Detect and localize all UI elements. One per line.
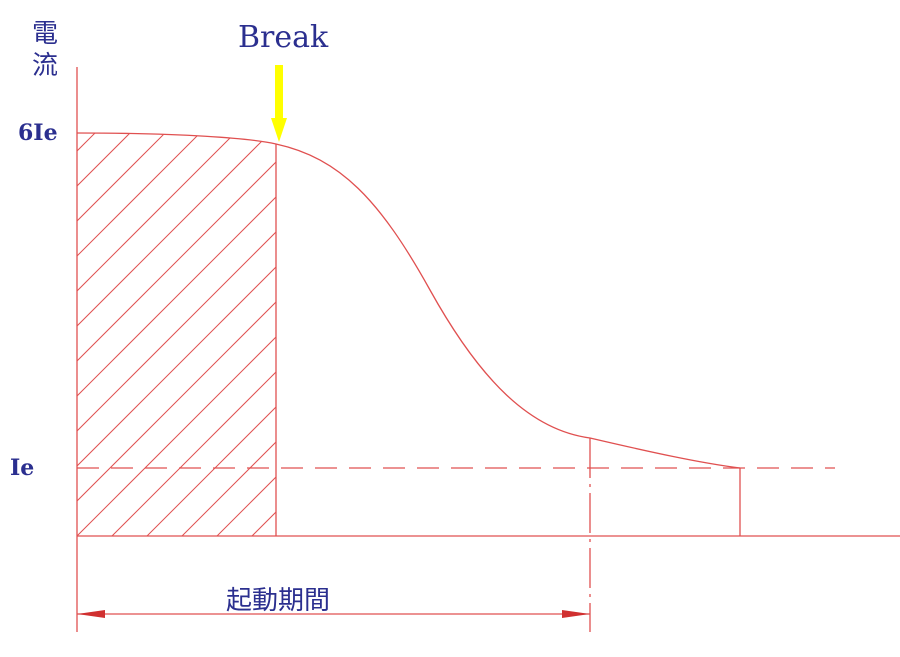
- tick-6ie: 6Ie: [18, 120, 58, 146]
- hatch-line: [77, 133, 276, 536]
- hatch-line: [146, 133, 276, 536]
- arrow-right-icon: [562, 610, 590, 618]
- hatch-line: [77, 133, 218, 536]
- break-arrow-icon: [271, 65, 287, 142]
- starting-hatch-area: [77, 116, 707, 536]
- hatch-line: [77, 133, 276, 536]
- hatch-line: [216, 133, 276, 536]
- duration-label: 起動期間: [226, 586, 331, 616]
- hatch-line: [77, 133, 276, 536]
- break-label: Break: [238, 20, 329, 55]
- tick-ie: Ie: [10, 455, 35, 481]
- hatch-line: [181, 133, 276, 536]
- hatch-line: [77, 133, 253, 536]
- hatch-line: [77, 133, 276, 536]
- hatch-line: [111, 133, 276, 536]
- hatch-line: [77, 133, 276, 536]
- hatch-line: [77, 133, 183, 536]
- arrow-left-icon: [77, 610, 105, 618]
- hatch-line: [251, 133, 276, 536]
- current-curve: [76, 132, 741, 469]
- y-axis-label: 電流: [32, 19, 59, 81]
- hatch-line: [77, 133, 276, 536]
- hatch-line: [77, 133, 276, 536]
- hatch-line: [287, 116, 707, 536]
